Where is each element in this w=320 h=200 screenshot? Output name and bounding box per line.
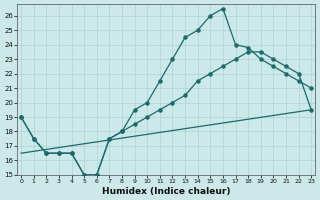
X-axis label: Humidex (Indice chaleur): Humidex (Indice chaleur): [102, 187, 230, 196]
